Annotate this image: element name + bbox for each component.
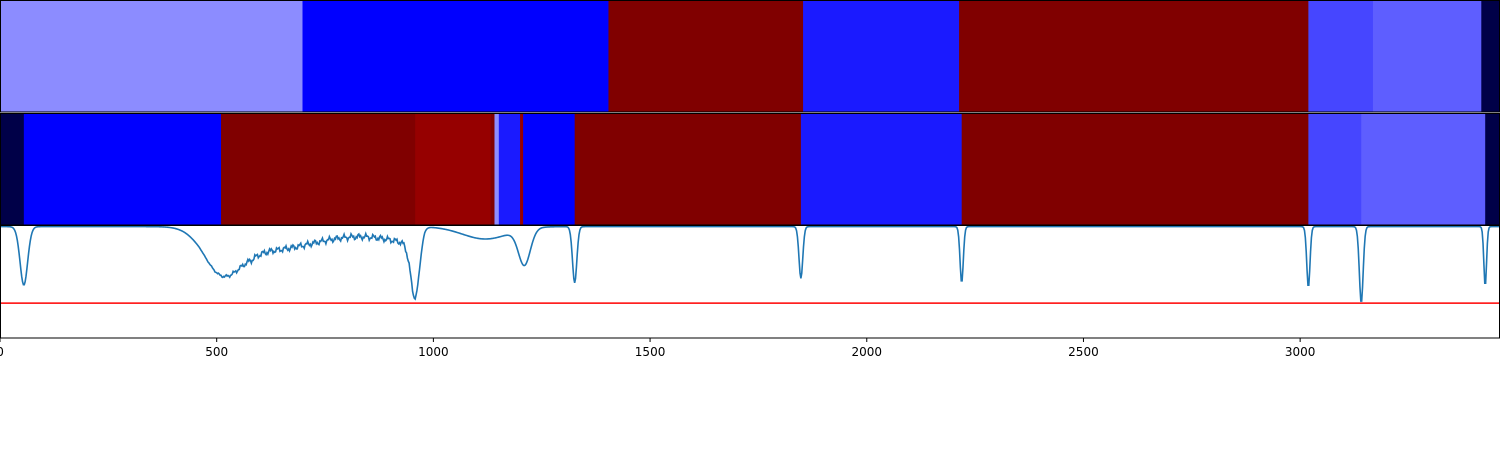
middle-band-segment-4 bbox=[490, 113, 496, 225]
middle-band-segment-1 bbox=[23, 113, 222, 225]
middle-band-segment-3 bbox=[415, 113, 492, 225]
middle-band-segment-0 bbox=[0, 113, 25, 225]
middle-band-segment-12 bbox=[1308, 113, 1362, 225]
top-band-segment-4 bbox=[959, 0, 1309, 112]
x-tick-label-5: 2500 bbox=[1068, 345, 1099, 359]
middle-band-segment-9 bbox=[574, 113, 802, 225]
middle-band-segment-5 bbox=[494, 113, 500, 225]
top-band-segment-5 bbox=[1308, 0, 1374, 112]
middle-band-segment-2 bbox=[221, 113, 416, 225]
top-band-segment-1 bbox=[302, 0, 610, 112]
middle-band-segment-11 bbox=[961, 113, 1309, 225]
x-tick-label-1: 500 bbox=[205, 345, 228, 359]
middle-band-segment-6 bbox=[498, 113, 521, 225]
top-band-segment-2 bbox=[608, 0, 804, 112]
middle-color-band bbox=[0, 113, 1500, 226]
x-tick-label-0: 0 bbox=[0, 345, 4, 359]
middle-band-segment-13 bbox=[1361, 113, 1486, 225]
top-band-segment-7 bbox=[1481, 0, 1500, 112]
spectrum-line bbox=[0, 225, 1500, 302]
x-tick-label-2: 1000 bbox=[418, 345, 449, 359]
spectrum-panel bbox=[0, 225, 1500, 339]
x-tick-label-3: 1500 bbox=[635, 345, 666, 359]
top-band-segment-0 bbox=[0, 0, 304, 112]
middle-band-segment-10 bbox=[800, 113, 963, 225]
middle-band-segment-8 bbox=[523, 113, 576, 225]
x-axis: 0 500 1000 1500 2000 2500 3000 bbox=[0, 338, 1315, 359]
middle-band-segment-14 bbox=[1485, 113, 1500, 225]
x-tick-label-6: 3000 bbox=[1285, 345, 1316, 359]
top-band-segment-3 bbox=[803, 0, 960, 112]
spectrum-frame bbox=[0, 225, 1500, 339]
x-tick-label-4: 2000 bbox=[851, 345, 882, 359]
top-color-band bbox=[0, 0, 1500, 113]
top-band-segment-6 bbox=[1372, 0, 1482, 112]
middle-band-segment-7 bbox=[520, 113, 524, 225]
